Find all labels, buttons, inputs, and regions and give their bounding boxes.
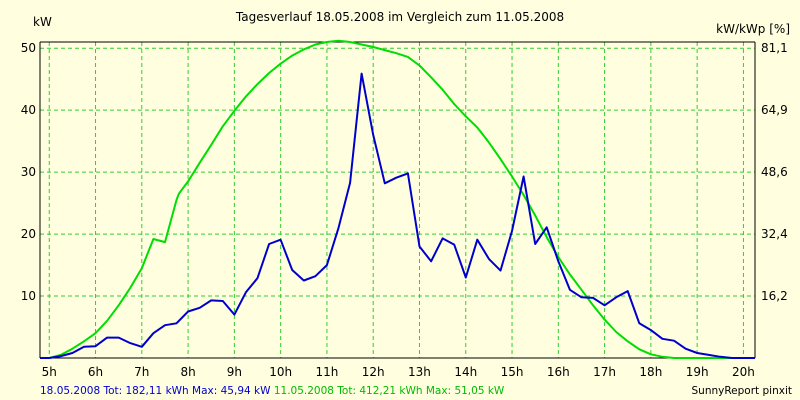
- y-tick-label: 20: [21, 227, 36, 241]
- x-tick-label: 7h: [134, 365, 149, 379]
- x-tick-label: 20h: [732, 365, 755, 379]
- series-line-2: [40, 39, 755, 359]
- x-tick-label: 16h: [547, 365, 570, 379]
- plot-area: [40, 42, 755, 358]
- y-tick-label: 50: [21, 41, 36, 55]
- chart-title: Tagesverlauf 18.05.2008 im Vergleich zum…: [235, 10, 565, 24]
- y-right-tick-label: 16,2: [761, 289, 788, 303]
- credit-text: SunnyReport pinxit: [691, 385, 792, 397]
- x-tick-label: 5h: [42, 365, 57, 379]
- y-right-tick-label: 32,4: [761, 227, 788, 241]
- y-right-tick-label: 64,9: [761, 103, 788, 117]
- series-line-1: [40, 72, 755, 359]
- x-tick-label: 18h: [639, 365, 662, 379]
- y-tick-label: 10: [21, 289, 36, 303]
- x-tick-label: 15h: [501, 365, 524, 379]
- series-2-summary: 11.05.2008 Tot: 412,21 kWh Max: 51,05 kW: [273, 385, 505, 397]
- y-right-tick-label: 48,6: [761, 165, 788, 179]
- y-tick-label: 30: [21, 165, 36, 179]
- y-axis-left-unit: kW: [33, 15, 52, 29]
- x-tick-label: 12h: [362, 365, 385, 379]
- x-tick-label: 10h: [269, 365, 292, 379]
- x-tick-label: 19h: [686, 365, 709, 379]
- y-tick-label: 40: [21, 103, 36, 117]
- x-tick-label: 8h: [180, 365, 195, 379]
- footer-summary: 18.05.2008 Tot: 182,11 kWh Max: 45,94 kW…: [40, 385, 504, 397]
- x-tick-label: 14h: [454, 365, 477, 379]
- x-tick-label: 11h: [315, 365, 338, 379]
- series-1-summary: 18.05.2008 Tot: 182,11 kWh Max: 45,94 kW: [40, 385, 271, 397]
- x-tick-label: 6h: [88, 365, 103, 379]
- x-tick-label: 17h: [593, 365, 616, 379]
- x-tick-label: 13h: [408, 365, 431, 379]
- y-right-tick-label: 81,1: [761, 41, 788, 55]
- y-axis-right-unit: kW/kWp [%]: [716, 22, 790, 36]
- x-tick-label: 9h: [227, 365, 242, 379]
